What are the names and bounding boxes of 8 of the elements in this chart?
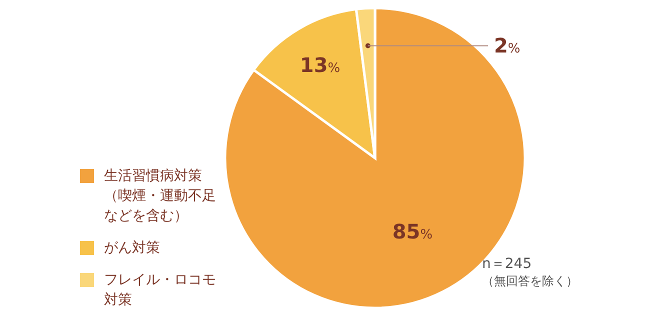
- legend-label: 生活習慣病対策（喫煙・運動不足などを含む）: [104, 168, 216, 224]
- text: n＝245: [482, 256, 532, 272]
- data-label: 2%: [494, 34, 520, 58]
- legend-label: がん対策: [104, 240, 160, 256]
- text: （無回答を除く）: [482, 274, 578, 288]
- data-label: 85%: [392, 220, 433, 244]
- data-label: 13%: [300, 53, 340, 78]
- legend-label: フレイル・ロコモ対策: [104, 272, 216, 308]
